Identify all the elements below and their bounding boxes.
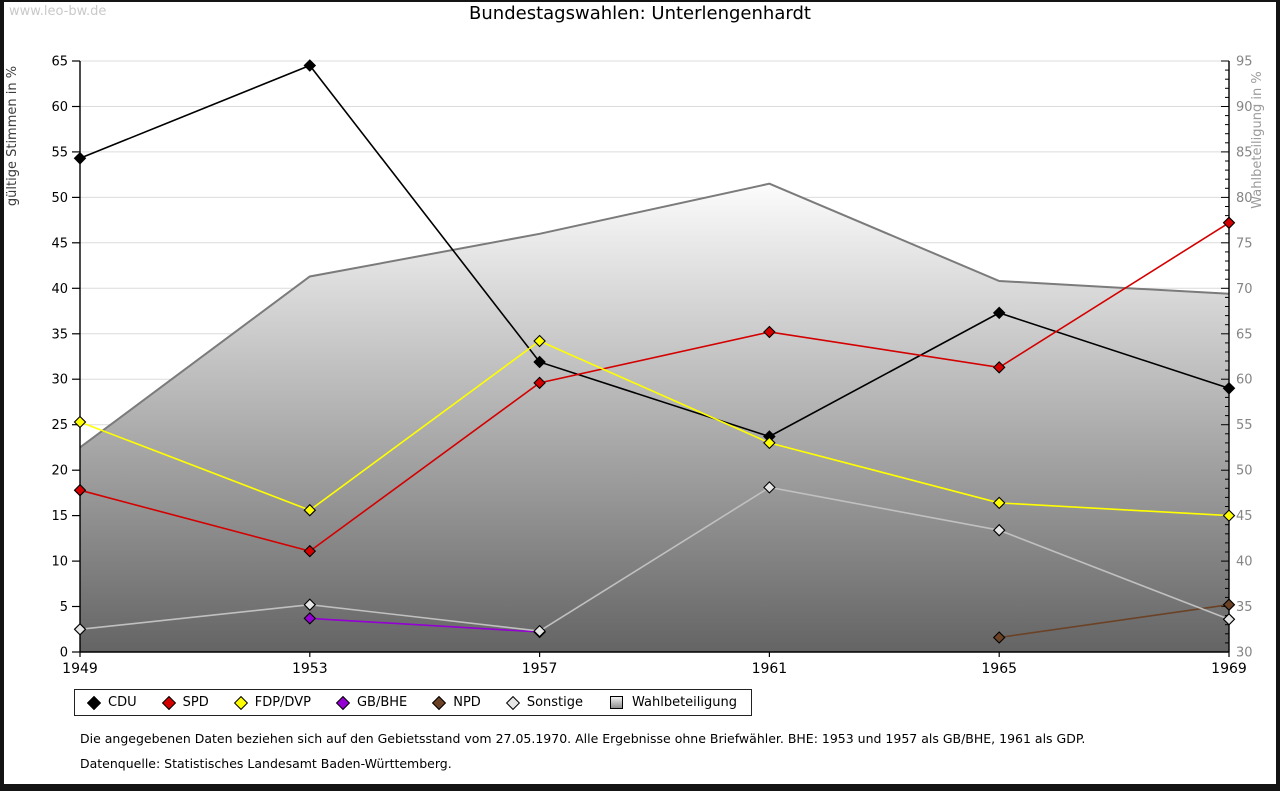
svg-text:1949: 1949 (62, 661, 98, 676)
fdp-dvp-marker-icon (233, 695, 248, 710)
svg-text:45: 45 (51, 236, 68, 251)
svg-text:35: 35 (1236, 600, 1253, 615)
series-line (79, 64, 1230, 438)
legend: CDU SPD FDP/DVP GB/BHE NPD Sonstige Wahlbeteil… (74, 689, 753, 716)
svg-text:30: 30 (51, 373, 68, 388)
footnote-geography: Die angegebenen Daten beziehen sich auf … (80, 731, 1086, 746)
svg-text:20: 20 (51, 464, 68, 479)
legend-label: Wahlbeteiligung (632, 695, 738, 710)
turnout-edge (79, 182, 1230, 449)
svg-text:15: 15 (51, 509, 68, 524)
svg-text:40: 40 (51, 282, 68, 297)
frame-edge-left (0, 0, 4, 791)
svg-text:1965: 1965 (981, 661, 1017, 676)
chart-title: Bundestagswahlen: Unterlengenhardt (469, 3, 811, 24)
svg-text:55: 55 (51, 145, 68, 160)
svg-text:70: 70 (1236, 282, 1253, 297)
legend-label: FDP/DVP (254, 695, 311, 710)
series-line (999, 603, 1230, 639)
wahlbeteiligung-marker-icon (610, 696, 623, 709)
svg-text:1961: 1961 (752, 661, 788, 676)
svg-text:35: 35 (51, 327, 68, 342)
legend-item-npd: NPD (432, 695, 481, 710)
legend-label: SPD (182, 695, 209, 710)
watermark: www.leo-bw.de (9, 4, 107, 19)
left-axis-title: gültige Stimmen in % (5, 66, 20, 206)
svg-text:0: 0 (60, 646, 68, 661)
legend-item-spd: SPD (161, 695, 209, 710)
svg-text:30: 30 (1236, 646, 1253, 661)
svg-text:5: 5 (60, 600, 68, 615)
npd-marker-icon (432, 695, 447, 710)
legend-item-sonstige: Sonstige (505, 695, 583, 710)
frame-edge-bottom (0, 784, 1280, 791)
svg-text:25: 25 (51, 418, 68, 433)
sonstige-marker-icon (505, 695, 520, 710)
legend-label: CDU (108, 695, 137, 710)
svg-text:85: 85 (1236, 145, 1253, 160)
footnote-source: Datenquelle: Statistisches Landesamt Bad… (80, 756, 452, 771)
gb-bhe-marker-icon (335, 695, 351, 710)
election-chart: 0 5 10 15 20 25 30 35 40 45 50 55 60 65 30 35 40 45 50 55 60… (5, 55, 1265, 677)
svg-text:55: 55 (1236, 418, 1253, 433)
series-line (79, 340, 1230, 517)
svg-text:75: 75 (1236, 236, 1253, 251)
series-line (79, 486, 1230, 632)
turnout-area (80, 183, 1229, 652)
svg-text:45: 45 (1236, 509, 1253, 524)
spd-marker-icon (161, 695, 176, 710)
legend-item-cdu: CDU (86, 695, 137, 710)
svg-text:95: 95 (1236, 55, 1253, 70)
svg-text:10: 10 (51, 555, 68, 570)
legend-item-wahlbeteiligung: Wahlbeteiligung (610, 695, 737, 710)
svg-text:40: 40 (1236, 555, 1253, 570)
svg-text:50: 50 (1236, 464, 1253, 479)
svg-text:65: 65 (51, 55, 68, 70)
svg-text:90: 90 (1236, 100, 1253, 115)
svg-text:80: 80 (1236, 191, 1253, 206)
series-line (309, 617, 540, 633)
svg-text:1969: 1969 (1211, 661, 1247, 676)
frame-edge-top (0, 0, 1280, 2)
svg-text:1957: 1957 (522, 661, 558, 676)
svg-text:60: 60 (51, 100, 68, 115)
svg-text:50: 50 (51, 191, 68, 206)
cdu-marker-icon (86, 695, 102, 710)
svg-text:65: 65 (1236, 327, 1253, 342)
legend-label: Sonstige (526, 695, 583, 710)
right-axis-title: Wahlbeteiligung in % (1250, 71, 1265, 208)
legend-item-gb-bhe: GB/BHE (335, 695, 408, 710)
series-line (79, 222, 1230, 552)
svg-text:60: 60 (1236, 373, 1253, 388)
legend-item-fdp-dvp: FDP/DVP (233, 695, 311, 710)
legend-label: GB/BHE (356, 695, 408, 710)
svg-text:1953: 1953 (292, 661, 328, 676)
legend-label: NPD (453, 695, 481, 710)
frame-edge-right (1276, 0, 1280, 791)
